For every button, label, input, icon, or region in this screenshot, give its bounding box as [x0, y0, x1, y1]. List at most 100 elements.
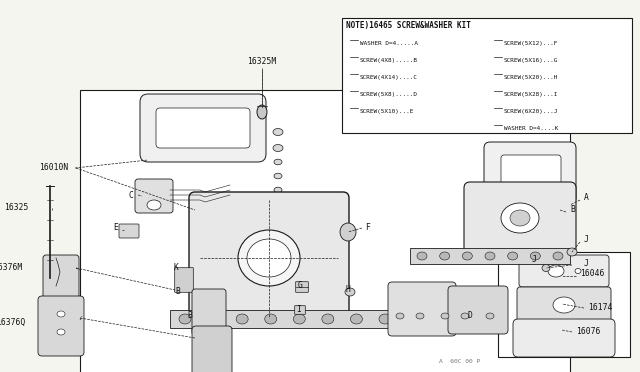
Ellipse shape: [567, 248, 577, 256]
Text: C: C: [128, 190, 133, 199]
Text: SCREW(5X8).....D: SCREW(5X8).....D: [360, 92, 418, 97]
Text: I: I: [296, 305, 301, 314]
Bar: [410, 248, 570, 264]
Ellipse shape: [440, 252, 450, 260]
Text: A  60C 00 P: A 60C 00 P: [440, 359, 481, 364]
Ellipse shape: [531, 252, 540, 260]
Text: 16010N: 16010N: [39, 164, 68, 173]
Text: SCREW(4X8).....B: SCREW(4X8).....B: [360, 58, 418, 63]
FancyBboxPatch shape: [296, 282, 308, 292]
Text: WASHER D=4.....A: WASHER D=4.....A: [360, 41, 418, 46]
Text: K: K: [173, 263, 178, 273]
Text: SCREW(5X10)...E: SCREW(5X10)...E: [360, 109, 414, 114]
Text: B: B: [187, 311, 192, 321]
Ellipse shape: [441, 313, 449, 319]
Ellipse shape: [147, 200, 161, 210]
Ellipse shape: [485, 252, 495, 260]
Ellipse shape: [561, 206, 571, 214]
Ellipse shape: [293, 314, 305, 324]
Ellipse shape: [274, 173, 282, 179]
Ellipse shape: [416, 313, 424, 319]
Text: NOTE)16465 SCREW&WASHER KIT: NOTE)16465 SCREW&WASHER KIT: [346, 21, 471, 30]
Text: SCREW(5X20)...H: SCREW(5X20)...H: [504, 75, 558, 80]
Ellipse shape: [322, 314, 334, 324]
Ellipse shape: [274, 187, 282, 193]
Text: J: J: [584, 260, 589, 269]
FancyBboxPatch shape: [156, 108, 250, 148]
Text: WASHER D=4....K: WASHER D=4....K: [504, 126, 558, 131]
Text: D: D: [468, 311, 473, 321]
Text: 16076: 16076: [576, 327, 600, 337]
Text: 16376Q: 16376Q: [0, 317, 25, 327]
Ellipse shape: [379, 314, 391, 324]
Ellipse shape: [508, 252, 518, 260]
FancyBboxPatch shape: [192, 326, 232, 372]
Text: A: A: [584, 193, 589, 202]
Ellipse shape: [553, 252, 563, 260]
FancyBboxPatch shape: [517, 287, 611, 323]
Bar: [170, 310, 400, 328]
FancyBboxPatch shape: [294, 306, 305, 314]
Ellipse shape: [462, 252, 472, 260]
Ellipse shape: [273, 128, 283, 135]
Text: H: H: [346, 285, 351, 295]
Ellipse shape: [179, 314, 191, 324]
FancyBboxPatch shape: [43, 255, 79, 303]
Text: 16046: 16046: [580, 269, 604, 279]
Text: B: B: [175, 288, 180, 296]
Text: B: B: [570, 205, 575, 215]
FancyBboxPatch shape: [175, 268, 193, 292]
Text: SCREW(5X12)...F: SCREW(5X12)...F: [504, 41, 558, 46]
Ellipse shape: [345, 288, 355, 296]
Ellipse shape: [575, 269, 581, 273]
Text: E: E: [113, 224, 118, 232]
Text: 16174: 16174: [588, 302, 612, 311]
Ellipse shape: [247, 239, 291, 277]
Text: 16376M: 16376M: [0, 263, 22, 273]
Ellipse shape: [265, 314, 276, 324]
Ellipse shape: [238, 230, 300, 286]
Text: SCREW(4X14)....C: SCREW(4X14)....C: [360, 75, 418, 80]
Ellipse shape: [257, 105, 267, 119]
Text: 16325: 16325: [4, 203, 28, 212]
Text: F: F: [365, 224, 370, 232]
Bar: [342, 18, 632, 133]
FancyBboxPatch shape: [448, 286, 508, 334]
FancyBboxPatch shape: [192, 289, 226, 335]
Text: SCREW(6X20)...J: SCREW(6X20)...J: [504, 109, 558, 114]
Ellipse shape: [207, 314, 220, 324]
Ellipse shape: [542, 187, 554, 197]
FancyBboxPatch shape: [388, 282, 456, 336]
Ellipse shape: [501, 203, 539, 233]
Text: SCREW(5X16)...G: SCREW(5X16)...G: [504, 58, 558, 63]
Ellipse shape: [57, 311, 65, 317]
Ellipse shape: [351, 314, 362, 324]
Ellipse shape: [486, 313, 494, 319]
FancyBboxPatch shape: [38, 296, 84, 356]
Text: G: G: [298, 282, 303, 291]
Ellipse shape: [553, 297, 575, 313]
Ellipse shape: [461, 313, 469, 319]
Bar: [498, 252, 630, 357]
FancyBboxPatch shape: [189, 192, 349, 324]
Text: J: J: [532, 256, 537, 264]
FancyBboxPatch shape: [464, 182, 576, 254]
Ellipse shape: [510, 210, 530, 226]
Ellipse shape: [340, 223, 356, 241]
Ellipse shape: [274, 159, 282, 165]
Ellipse shape: [542, 264, 550, 272]
Bar: [80, 90, 570, 372]
FancyBboxPatch shape: [513, 319, 615, 357]
Ellipse shape: [548, 265, 564, 277]
Ellipse shape: [396, 313, 404, 319]
Text: 16325M: 16325M: [248, 58, 276, 67]
Ellipse shape: [57, 329, 65, 335]
FancyBboxPatch shape: [135, 179, 173, 213]
FancyBboxPatch shape: [119, 224, 139, 238]
FancyBboxPatch shape: [519, 255, 609, 287]
FancyBboxPatch shape: [501, 155, 561, 191]
Ellipse shape: [417, 252, 427, 260]
Ellipse shape: [236, 314, 248, 324]
Text: SCREW(5X28)...I: SCREW(5X28)...I: [504, 92, 558, 97]
FancyBboxPatch shape: [484, 142, 576, 204]
